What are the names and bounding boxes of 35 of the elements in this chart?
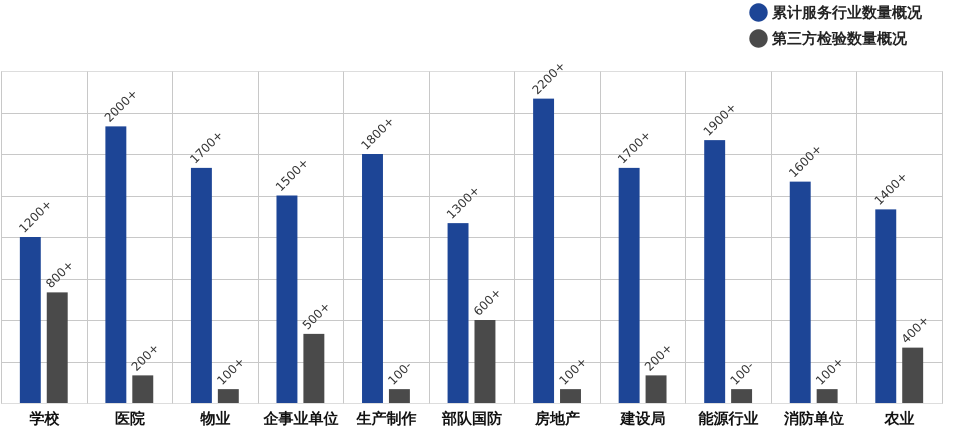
bar <box>474 320 496 403</box>
bar <box>20 237 41 403</box>
bar <box>218 389 239 403</box>
x-tick-label: 医院 <box>114 410 145 428</box>
bar <box>105 126 126 403</box>
bar <box>190 168 212 403</box>
bar <box>618 168 640 403</box>
bar <box>816 389 838 403</box>
legend-label: 累计服务行业数量概况 <box>771 4 923 22</box>
bar <box>646 375 667 403</box>
bar <box>533 98 554 403</box>
x-tick-label: 生产制作 <box>355 410 416 428</box>
x-tick-label: 农业 <box>884 410 915 428</box>
x-tick-label: 能源行业 <box>698 410 759 428</box>
x-tick-label: 建设局 <box>620 410 666 428</box>
bar <box>448 223 469 403</box>
bar <box>790 182 811 403</box>
bar <box>276 196 298 403</box>
bar <box>362 154 383 403</box>
bar <box>132 375 154 403</box>
bar <box>388 389 410 403</box>
bar <box>875 209 896 403</box>
bar <box>560 389 581 403</box>
x-tick-label: 消防单位 <box>783 410 844 428</box>
x-tick-label: 学校 <box>29 410 60 428</box>
x-tick-label: 企事业单位 <box>262 410 338 428</box>
bar <box>731 389 752 403</box>
x-tick-label: 部队国防 <box>441 410 502 428</box>
x-tick-label: 房地产 <box>534 410 580 428</box>
legend-label: 第三方检验数量概况 <box>771 30 908 48</box>
bar <box>303 334 324 403</box>
bar <box>902 348 924 403</box>
x-tick-label: 物业 <box>199 410 230 428</box>
bar <box>46 292 68 403</box>
bar <box>704 140 726 403</box>
